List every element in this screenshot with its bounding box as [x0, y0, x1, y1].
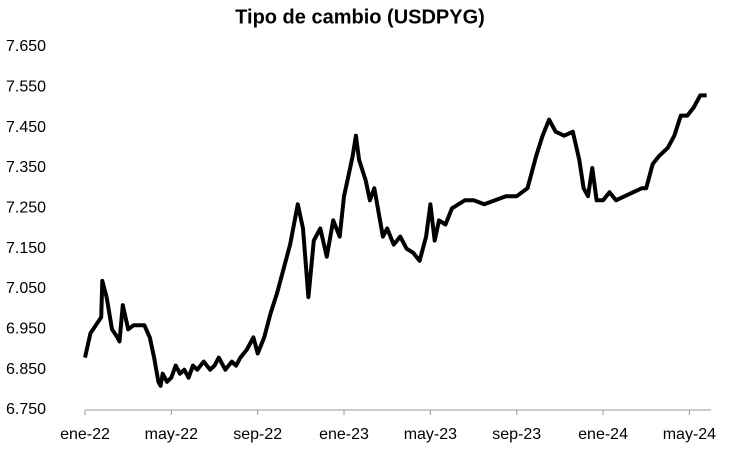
y-tick-label: 7.250	[6, 200, 46, 217]
x-tick-label: ene-24	[578, 426, 628, 443]
y-tick-label: 7.150	[6, 240, 46, 257]
y-tick-label: 7.550	[6, 79, 46, 96]
x-tick-label: ene-23	[319, 426, 369, 443]
line-series	[83, 93, 707, 388]
y-tick-label: 6.850	[6, 361, 46, 378]
y-tick-label: 6.750	[6, 401, 46, 418]
y-tick-label: 7.450	[6, 119, 46, 136]
y-tick-label: 7.050	[6, 280, 46, 297]
x-tick-label: may-24	[663, 426, 716, 443]
x-tick-label: may-23	[404, 426, 457, 443]
x-tick-label: ene-22	[60, 426, 110, 443]
chart-title: Tipo de cambio (USDPYG)	[235, 6, 485, 28]
x-tick-label: sep-23	[492, 426, 541, 443]
y-tick-label: 7.650	[6, 38, 46, 55]
x-tick-label: sep-22	[233, 426, 282, 443]
y-tick-label: 6.950	[6, 321, 46, 338]
y-tick-label: 7.350	[6, 159, 46, 176]
x-tick-label: may-22	[145, 426, 198, 443]
